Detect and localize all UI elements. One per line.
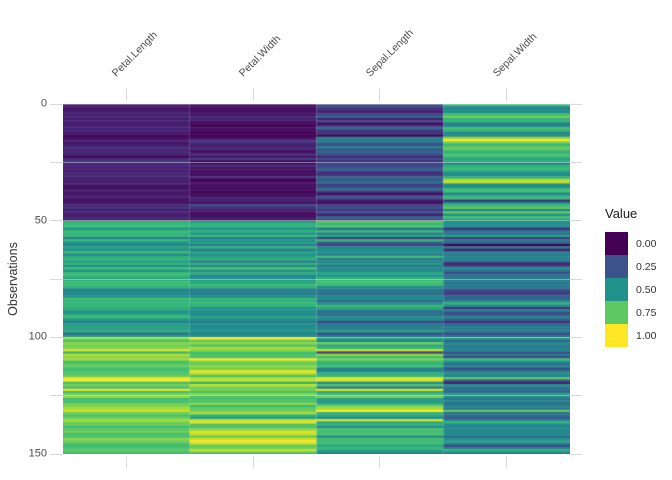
gridline-left-stub — [50, 103, 63, 105]
gridline-bottom-stub — [379, 457, 381, 468]
gridline-left-stub — [50, 336, 63, 338]
legend-key: 0.50 — [605, 278, 656, 301]
x-column-label: Petal.Width — [236, 32, 284, 80]
legend-value-label: 0.50 — [636, 283, 657, 296]
gridline-left-stub — [50, 278, 63, 280]
gridline-top-stub — [506, 88, 508, 101]
y-axis-title: Observations — [6, 242, 20, 316]
legend-swatch — [605, 278, 628, 301]
y-tick-label: 100 — [28, 330, 47, 343]
legend: Value 0.00 0.25 0.50 0.75 1.00 — [605, 206, 656, 347]
gridline-top-stub — [379, 88, 381, 101]
gridline-left-stub — [50, 395, 63, 397]
x-column-label: Sepal.Length — [363, 27, 416, 80]
gridline-bottom-stub — [506, 457, 508, 468]
x-column-label: Sepal.Width — [490, 30, 539, 80]
legend-keys: 0.00 0.25 0.50 0.75 1.00 — [605, 232, 656, 347]
legend-key: 0.00 — [605, 232, 656, 255]
gridline-right-stub — [570, 278, 582, 280]
gridline-left-stub — [50, 220, 63, 222]
legend-key: 0.75 — [605, 301, 656, 324]
gridline-right-stub — [570, 453, 582, 455]
gridline-bottom-stub — [252, 457, 254, 468]
legend-value-label: 0.75 — [636, 306, 657, 319]
gridline-right-stub — [570, 395, 582, 397]
legend-swatch — [605, 324, 628, 347]
gridline-right-stub — [570, 336, 582, 338]
legend-value-label: 1.00 — [636, 329, 657, 342]
legend-swatch — [605, 232, 628, 255]
gridline-right-stub — [570, 220, 582, 222]
legend-key: 0.25 — [605, 255, 656, 278]
x-column-label: Petal.Length — [110, 29, 161, 80]
legend-key: 1.00 — [605, 324, 656, 347]
legend-title: Value — [605, 206, 638, 221]
legend-swatch — [605, 255, 628, 278]
gridline-top-stub — [125, 88, 127, 101]
legend-value-label: 0.00 — [636, 237, 657, 250]
legend-value-label: 0.25 — [636, 260, 657, 273]
y-tick-label: 0 — [40, 97, 47, 110]
y-tick-label: 50 — [34, 214, 47, 227]
y-tick-label: 150 — [28, 447, 47, 460]
legend-swatch — [605, 301, 628, 324]
gridline-bottom-stub — [125, 457, 127, 468]
gridline-top-stub — [252, 88, 254, 101]
gridline-right-stub — [570, 103, 582, 105]
heatmap-canvas — [63, 104, 570, 454]
gridline-left-stub — [50, 161, 63, 163]
gridline-left-stub — [50, 453, 63, 455]
gridline-right-stub — [570, 161, 582, 163]
